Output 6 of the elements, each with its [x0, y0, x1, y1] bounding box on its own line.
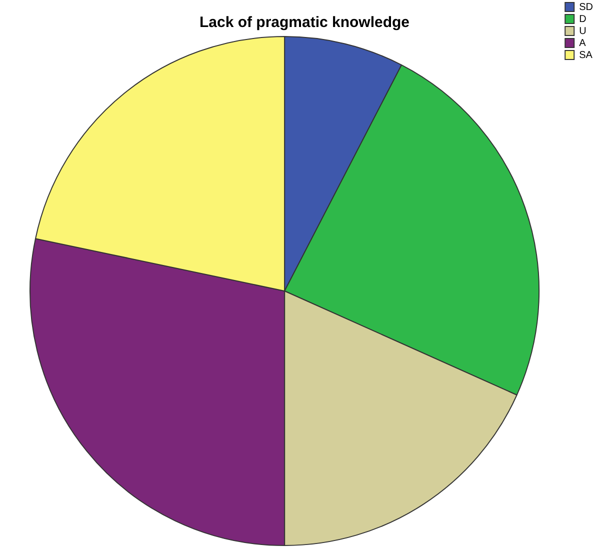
legend-label: U — [579, 26, 586, 37]
legend-label: SD — [579, 2, 594, 13]
legend-label: D — [579, 14, 586, 25]
legend-label: SA — [579, 50, 593, 61]
text: Lack of pragmatic knowledge — [199, 14, 410, 32]
legend-label: A — [579, 38, 586, 49]
